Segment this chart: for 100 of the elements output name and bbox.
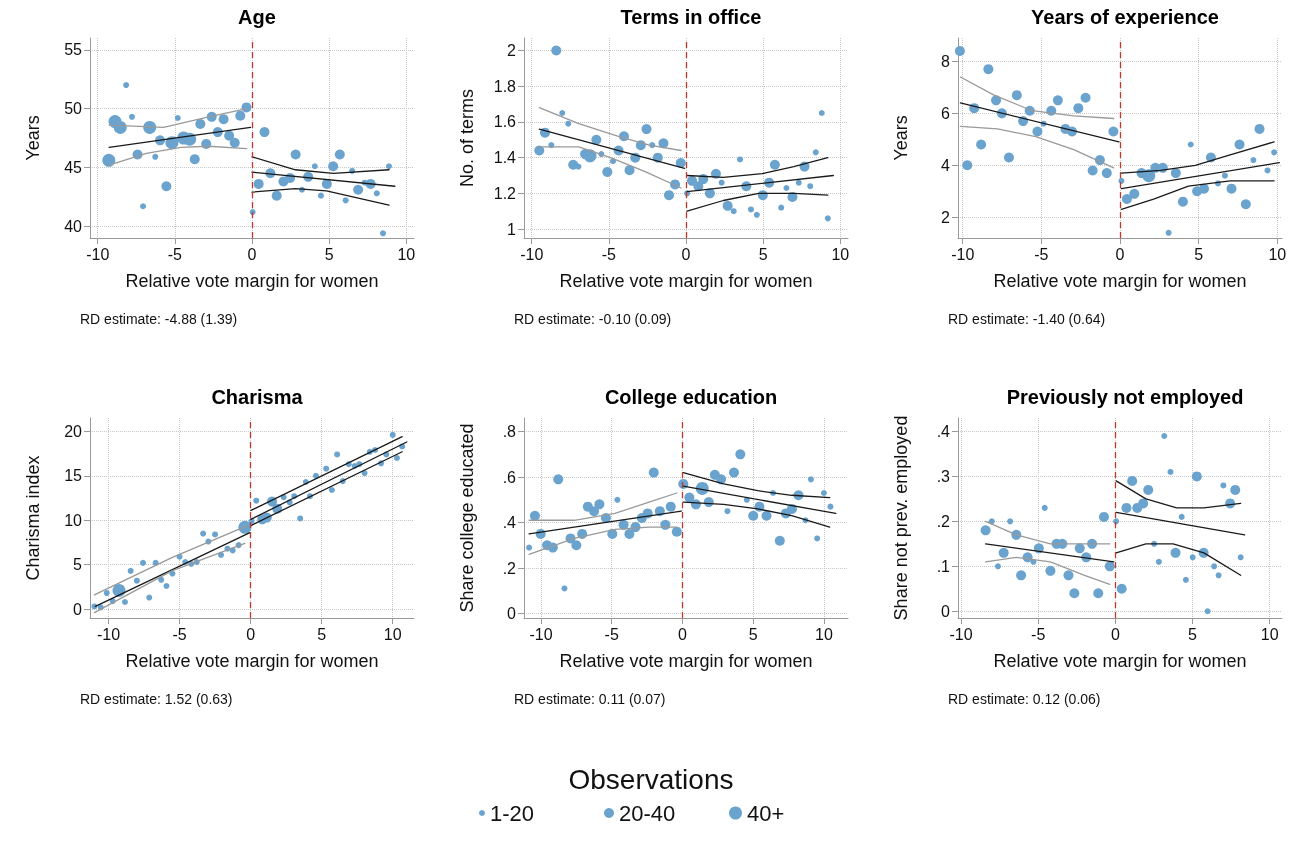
point bbox=[675, 158, 686, 168]
x-axis-title: Relative vote margin for women bbox=[125, 271, 379, 291]
point bbox=[761, 510, 772, 521]
point bbox=[200, 530, 207, 537]
point bbox=[994, 563, 1001, 570]
point bbox=[1121, 502, 1132, 513]
point bbox=[1215, 572, 1222, 579]
x-tick-label: 5 bbox=[1188, 625, 1198, 643]
x-axis-title: Relative vote margin for women bbox=[993, 651, 1247, 671]
x-axis-title: Relative vote margin for women bbox=[125, 651, 379, 671]
point bbox=[664, 190, 675, 201]
point bbox=[290, 149, 301, 160]
point bbox=[1041, 504, 1048, 511]
point bbox=[253, 497, 260, 504]
point bbox=[218, 114, 229, 125]
point bbox=[529, 510, 540, 521]
x-tick-label: 5 bbox=[317, 625, 327, 643]
x-tick-label: -10 bbox=[520, 245, 544, 263]
point bbox=[1073, 103, 1084, 114]
line-series bbox=[1115, 480, 1242, 509]
point bbox=[389, 431, 396, 438]
x-tick-label: 10 bbox=[831, 245, 850, 263]
point bbox=[687, 175, 698, 186]
point bbox=[328, 161, 339, 172]
point bbox=[1240, 199, 1251, 210]
point bbox=[195, 118, 206, 129]
x-tick-label: -5 bbox=[167, 245, 183, 263]
point bbox=[1045, 565, 1056, 576]
point bbox=[778, 204, 785, 211]
x-tick-label: -5 bbox=[601, 245, 617, 263]
y-tick-label: 2 bbox=[941, 208, 951, 226]
x-tick-label: 10 bbox=[1260, 625, 1279, 643]
point bbox=[1104, 561, 1115, 572]
x-tick-label: 0 bbox=[681, 245, 691, 263]
y-tick-label: 20 bbox=[64, 422, 83, 440]
point bbox=[820, 490, 827, 496]
point bbox=[235, 110, 246, 121]
x-tick-label: -5 bbox=[172, 625, 187, 643]
point bbox=[730, 208, 737, 215]
point bbox=[747, 206, 754, 213]
x-tick-label: -10 bbox=[96, 625, 121, 643]
point bbox=[1234, 139, 1245, 150]
point bbox=[1138, 498, 1149, 509]
point bbox=[158, 576, 165, 583]
point bbox=[962, 160, 973, 171]
point bbox=[1007, 518, 1014, 525]
y-tick-label: 0 bbox=[507, 604, 517, 622]
point bbox=[795, 179, 802, 186]
y-tick-label: .2 bbox=[502, 559, 517, 577]
y-axis-title: Share college educated bbox=[457, 423, 477, 613]
point bbox=[140, 203, 147, 210]
y-tick-label: 4 bbox=[941, 156, 951, 174]
text: RD estimate: -0.10 (0.09) bbox=[514, 311, 672, 327]
point bbox=[559, 110, 566, 116]
point bbox=[1211, 563, 1218, 570]
text: RD estimate: -4.88 (1.39) bbox=[80, 311, 238, 327]
point bbox=[1220, 482, 1227, 489]
point bbox=[1237, 554, 1244, 561]
y-tick-label: 1 bbox=[507, 220, 517, 238]
x-tick-label: -10 bbox=[529, 625, 553, 643]
point bbox=[824, 215, 831, 222]
y-tick-label: .6 bbox=[502, 468, 517, 486]
x-tick-label: -10 bbox=[86, 245, 110, 263]
y-tick-label: 6 bbox=[941, 104, 951, 122]
line-series bbox=[1120, 180, 1275, 211]
point bbox=[1129, 188, 1140, 199]
point bbox=[1264, 167, 1271, 174]
point bbox=[103, 590, 110, 597]
point bbox=[1271, 149, 1278, 156]
point bbox=[353, 184, 364, 195]
point bbox=[102, 153, 116, 167]
point bbox=[1182, 576, 1189, 583]
point bbox=[591, 134, 602, 145]
point bbox=[807, 183, 814, 190]
point bbox=[812, 149, 819, 156]
point bbox=[671, 526, 682, 537]
point bbox=[728, 467, 739, 478]
point bbox=[1161, 432, 1168, 439]
point bbox=[594, 499, 605, 510]
y-tick-label: 0 bbox=[73, 600, 83, 618]
point bbox=[127, 567, 134, 574]
point bbox=[334, 149, 345, 160]
point bbox=[1142, 169, 1156, 183]
x-tick-label: 5 bbox=[748, 625, 758, 643]
point bbox=[983, 64, 994, 75]
y-tick-label: 1.6 bbox=[493, 113, 517, 131]
y-tick-label: 5 bbox=[73, 556, 83, 574]
point bbox=[1011, 90, 1022, 101]
point bbox=[1003, 152, 1014, 163]
point bbox=[1177, 196, 1188, 207]
y-tick-label: 55 bbox=[64, 41, 83, 59]
x-tick-label: 0 bbox=[1110, 625, 1120, 643]
x-tick-label: 5 bbox=[324, 245, 334, 263]
y-tick-label: 10 bbox=[64, 511, 83, 529]
y-tick-label: 0 bbox=[941, 602, 951, 620]
point bbox=[748, 510, 759, 521]
legend-label: 40+ bbox=[747, 800, 785, 826]
line-series bbox=[1120, 141, 1275, 174]
point bbox=[718, 179, 725, 186]
point bbox=[1063, 570, 1074, 581]
